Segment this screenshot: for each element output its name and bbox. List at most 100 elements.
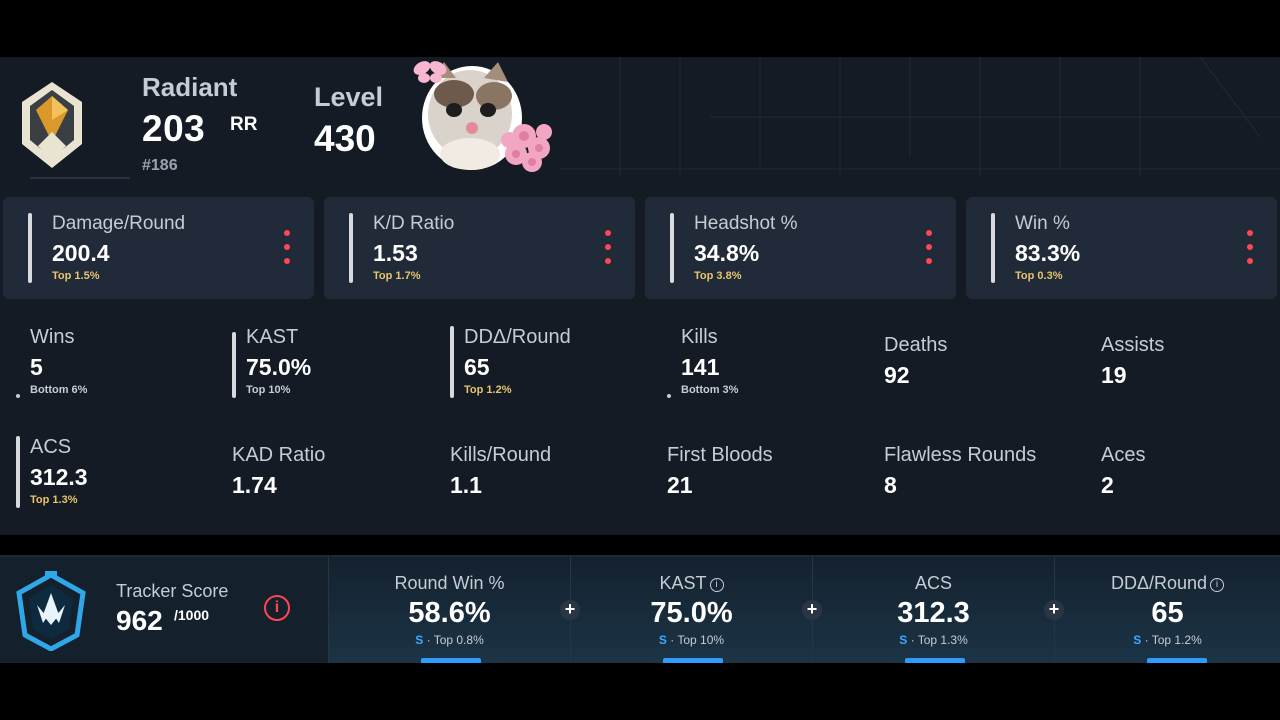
tracker-cell-round-win[interactable]: Round Win % 58.6% S · Top 0.8% — [328, 557, 570, 663]
tracker-cell-label: ACS — [914, 573, 952, 593]
kebab-menu-icon[interactable] — [926, 230, 932, 264]
stat-label: Assists — [1101, 334, 1165, 356]
stat-label: Damage/Round — [52, 213, 186, 234]
stat-dd-delta-round[interactable]: DDΔ/Round 65 Top 1.2% — [450, 322, 650, 402]
grade-badge: S — [1133, 633, 1142, 647]
tracker-cell-value: 75.0% — [650, 597, 733, 629]
stat-label: Kills — [681, 326, 718, 348]
stat-percentile: Top 1.5% — [52, 270, 100, 282]
stat-label: Aces — [1101, 444, 1146, 466]
plus-icon[interactable]: + — [560, 600, 580, 620]
accent-bar — [28, 213, 32, 283]
accent-bar — [16, 436, 20, 508]
tracker-score-label: Tracker Score — [116, 581, 229, 601]
tracker-cell-indicator — [1147, 658, 1207, 663]
stat-percentile: Top 10% — [246, 384, 291, 396]
accent-bar — [991, 213, 995, 283]
background-pattern — [560, 57, 1280, 177]
tracker-score-box[interactable]: Tracker Score 962 /1000 i — [0, 557, 328, 663]
accent-bar — [667, 394, 671, 398]
tracker-score-bar: Tracker Score 962 /1000 i Round Win % 58… — [0, 555, 1280, 663]
stat-label: Headshot % — [694, 213, 798, 234]
stat-acs[interactable]: ACS 312.3 Top 1.3% — [16, 432, 216, 512]
tracker-cell-percentile: S · Top 10% — [571, 633, 812, 647]
tracker-cell-percentile: S · Top 1.3% — [813, 633, 1054, 647]
stat-value: 19 — [1101, 362, 1127, 388]
stat-value: 65 — [464, 354, 490, 380]
tracker-cell-value: 312.3 — [897, 597, 970, 629]
stat-label: K/D Ratio — [373, 213, 455, 234]
stat-first-bloods[interactable]: First Bloods 21 — [667, 432, 867, 512]
tracker-score-value: 962 — [116, 605, 163, 636]
stat-label: Win % — [1015, 213, 1070, 234]
plus-icon[interactable]: + — [802, 600, 822, 620]
info-icon[interactable]: i — [1210, 578, 1225, 592]
info-icon[interactable]: i — [264, 595, 290, 621]
percentile-text: · Top 0.8% — [423, 633, 484, 647]
stat-value: 1.53 — [373, 240, 418, 266]
tracker-cell-label-row: DDΔ/Round i — [1055, 573, 1280, 594]
stat-card-damage-round[interactable]: Damage/Round 200.4 Top 1.5% — [3, 197, 314, 299]
stat-percentile: Bottom 6% — [30, 384, 88, 396]
tracker-cell-value: 65 — [1151, 597, 1184, 629]
stat-kills[interactable]: Kills 141 Bottom 3% — [667, 322, 867, 402]
leaderboard-rank: #186 — [142, 157, 178, 174]
stat-percentile: Top 1.2% — [464, 384, 512, 396]
rank-name: Radiant — [142, 72, 238, 102]
stat-aces[interactable]: Aces 2 — [1101, 432, 1280, 512]
tracker-score-max: /1000 — [174, 607, 210, 623]
accent-bar — [349, 213, 353, 283]
accent-bar — [670, 213, 674, 283]
level-value: 430 — [314, 118, 376, 159]
stat-percentile: Top 1.3% — [30, 494, 78, 506]
level-label: Level — [314, 82, 384, 112]
stat-label: First Bloods — [667, 444, 773, 466]
grade-badge: S — [658, 633, 667, 647]
stat-label: ACS — [30, 436, 72, 458]
stat-label: KAST — [246, 326, 299, 348]
kebab-menu-icon[interactable] — [1247, 230, 1253, 264]
percentile-text: · Top 1.3% — [907, 633, 968, 647]
stat-value: 34.8% — [694, 240, 760, 266]
stat-deaths[interactable]: Deaths 92 — [884, 322, 1084, 402]
tracker-cell-indicator — [905, 658, 965, 663]
stat-card-kd-ratio[interactable]: K/D Ratio 1.53 Top 1.7% — [324, 197, 635, 299]
stat-label: KAD Ratio — [232, 444, 326, 466]
kebab-menu-icon[interactable] — [284, 230, 290, 264]
stat-kad-ratio[interactable]: KAD Ratio 1.74 — [232, 432, 432, 512]
tracker-cell-label: KAST — [659, 573, 707, 593]
stat-value: 21 — [667, 472, 693, 498]
tracker-cell-acs[interactable]: ACS 312.3 S · Top 1.3% — [812, 557, 1054, 663]
stat-percentile: Top 3.8% — [694, 270, 742, 282]
radiant-rank-icon — [22, 82, 82, 168]
stat-value: 141 — [681, 354, 720, 380]
kebab-menu-icon[interactable] — [605, 230, 611, 264]
divider — [30, 177, 130, 179]
letterbox-top — [0, 0, 1280, 57]
tracker-cell-dd-delta-round[interactable]: DDΔ/Round i 65 S · Top 1.2% — [1054, 557, 1280, 663]
stat-label: DDΔ/Round — [464, 326, 571, 348]
accent-bar — [16, 394, 20, 398]
accent-bar — [232, 332, 236, 398]
stat-kast[interactable]: KAST 75.0% Top 10% — [232, 322, 432, 402]
stat-value: 312.3 — [30, 464, 88, 490]
stat-card-headshot[interactable]: Headshot % 34.8% Top 3.8% — [645, 197, 956, 299]
accent-bar — [450, 326, 454, 398]
stat-value: 2 — [1101, 472, 1114, 498]
stat-card-win-pct[interactable]: Win % 83.3% Top 0.3% — [966, 197, 1277, 299]
stat-label: Kills/Round — [450, 444, 552, 466]
tracker-cell-kast[interactable]: KAST i 75.0% S · Top 10% — [570, 557, 812, 663]
rr-value: 203 — [142, 108, 206, 149]
stat-label: Wins — [30, 326, 75, 348]
stat-kills-round[interactable]: Kills/Round 1.1 — [450, 432, 650, 512]
stat-value: 83.3% — [1015, 240, 1081, 266]
percentile-text: · Top 10% — [666, 633, 725, 647]
plus-icon[interactable]: + — [1044, 600, 1064, 620]
stat-assists[interactable]: Assists 19 — [1101, 322, 1280, 402]
percentile-text: · Top 1.2% — [1141, 633, 1202, 647]
tracker-cell-percentile: S · Top 1.2% — [1055, 633, 1280, 647]
tracker-cell-indicator — [663, 658, 723, 663]
info-icon[interactable]: i — [709, 578, 724, 592]
stat-wins[interactable]: Wins 5 Bottom 6% — [16, 322, 216, 402]
stat-flawless-rounds[interactable]: Flawless Rounds 8 — [884, 432, 1084, 512]
